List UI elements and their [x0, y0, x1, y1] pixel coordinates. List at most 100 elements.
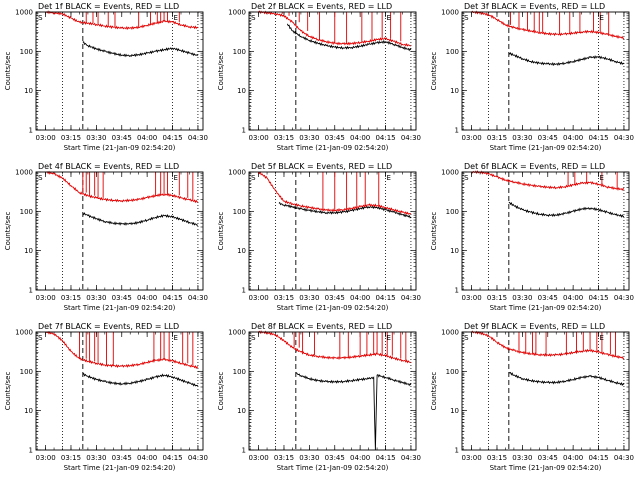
chart-0-ytick-label-2: 100 [20, 48, 33, 56]
chart-8-xtick-label-0: 03:00 [461, 454, 481, 462]
chart-7-ytick-label-0: 1 [242, 447, 246, 455]
chart-7-xtick-label-4: 04:00 [350, 454, 370, 462]
chart-7-series-lld [258, 330, 411, 364]
chart-5-marker-start: S [464, 174, 469, 182]
chart-4-marker-start: S [251, 174, 256, 182]
chart-7-xtick-label-1: 03:15 [274, 454, 294, 462]
chart-0-marker-start: S [38, 14, 43, 22]
chart-5-title: Det 6f BLACK = Events, RED = LLD [464, 162, 605, 171]
chart-1-ytick-label-0: 1 [242, 127, 246, 135]
chart-2-ytick-label-3: 1000 [441, 9, 459, 17]
chart-4-xtick-label-4: 04:00 [350, 294, 370, 302]
chart-3-marker-start: S [38, 174, 43, 182]
chart-4-xtick-label-0: 03:00 [248, 294, 268, 302]
chart-0-xtick-label-5: 04:15 [162, 134, 182, 142]
chart-6-title: Det 7f BLACK = Events, RED = LLD [38, 322, 179, 331]
chart-3-ytick-label-2: 100 [20, 208, 33, 216]
chart-1-xtick-label-3: 03:45 [325, 134, 345, 142]
chart-8-xlabel: Start Time (21-Jan-09 02:54:20) [490, 464, 602, 472]
chart-4-xtick-label-1: 03:15 [274, 294, 294, 302]
chart-7-ytick-label-1: 10 [237, 407, 246, 415]
chart-4-ytick-label-1: 10 [237, 247, 246, 255]
chart-8-xtick-label-1: 03:15 [487, 454, 507, 462]
chart-8-title: Det 9f BLACK = Events, RED = LLD [464, 322, 605, 331]
chart-6-series-lld [45, 330, 199, 370]
chart-3-series-events [82, 212, 199, 226]
chart-2-xlabel: Start Time (21-Jan-09 02:54:20) [490, 144, 602, 152]
chart-4-series-events [278, 201, 412, 219]
chart-8-xtick-label-3: 03:45 [538, 454, 558, 462]
chart-0-xtick-label-2: 03:30 [86, 134, 106, 142]
chart-6-xtick-label-0: 03:00 [35, 454, 55, 462]
chart-0-ylabel: Counts/sec [4, 52, 12, 91]
chart-2-xtick-label-5: 04:15 [588, 134, 608, 142]
chart-6-xtick-label-6: 04:30 [188, 454, 208, 462]
chart-7-marker-end: E [387, 334, 391, 342]
chart-0-xlabel: Start Time (21-Jan-09 02:54:20) [64, 144, 176, 152]
chart-2-title: Det 3f BLACK = Events, RED = LLD [464, 2, 605, 11]
chart-0-xtick-label-1: 03:15 [61, 134, 81, 142]
chart-6-ytick-label-3: 1000 [15, 329, 33, 337]
chart-2-ytick-label-2: 100 [446, 48, 459, 56]
chart-3-series-lld [45, 170, 199, 204]
chart-5-series-lld [471, 170, 625, 192]
chart-8-ylabel: Counts/sec [430, 372, 438, 411]
chart-3-ytick-label-0: 1 [29, 287, 33, 295]
chart-6-xlabel: Start Time (21-Jan-09 02:54:20) [64, 464, 176, 472]
chart-6-ytick-label-0: 1 [29, 447, 33, 455]
chart-5-xtick-label-3: 03:45 [538, 294, 558, 302]
chart-3-plot-frame [35, 171, 204, 291]
chart-5-ytick-label-3: 1000 [441, 169, 459, 177]
chart-8-ytick-label-0: 1 [455, 447, 459, 455]
chart-3-xlabel: Start Time (21-Jan-09 02:54:20) [64, 304, 176, 312]
chart-6-marker-start: S [38, 334, 43, 342]
chart-4-xtick-label-2: 03:30 [299, 294, 319, 302]
chart-8-marker-start: S [464, 334, 469, 342]
chart-4-ylabel: Counts/sec [217, 212, 225, 251]
chart-0-ytick-label-3: 1000 [15, 9, 33, 17]
chart-2-xtick-label-4: 04:00 [563, 134, 583, 142]
chart-0-xtick-label-0: 03:00 [35, 134, 55, 142]
chart-1-ylabel: Counts/sec [217, 52, 225, 91]
chart-6-xtick-label-5: 04:15 [162, 454, 182, 462]
chart-5-xtick-label-1: 03:15 [487, 294, 507, 302]
chart-7-plot-frame [248, 331, 417, 451]
chart-0-marker-end: E [174, 14, 178, 22]
chart-4-xtick-label-6: 04:30 [401, 294, 421, 302]
chart-3-xtick-label-5: 04:15 [162, 294, 182, 302]
chart-8-series-events [508, 371, 625, 387]
chart-7-series-events [295, 372, 412, 451]
chart-8-ytick-label-3: 1000 [441, 329, 459, 337]
chart-1-xtick-label-6: 04:30 [401, 134, 421, 142]
chart-2-marker-end: E [600, 14, 604, 22]
chart-3-title: Det 4f BLACK = Events, RED = LLD [38, 162, 179, 171]
chart-4-ytick-label-3: 1000 [228, 169, 246, 177]
chart-4-ytick-label-0: 1 [242, 287, 246, 295]
chart-1-xlabel: Start Time (21-Jan-09 02:54:20) [277, 144, 389, 152]
chart-6-ylabel: Counts/sec [4, 372, 12, 411]
chart-7-ylabel: Counts/sec [217, 372, 225, 411]
chart-1-xtick-label-2: 03:30 [299, 134, 319, 142]
chart-0-xtick-label-3: 03:45 [112, 134, 132, 142]
chart-7-xtick-label-5: 04:15 [375, 454, 395, 462]
chart-3-ylabel: Counts/sec [4, 212, 12, 251]
chart-1-ytick-label-3: 1000 [228, 9, 246, 17]
chart-6-series-events [82, 372, 199, 387]
chart-6-marker-end: E [174, 334, 178, 342]
chart-1-ytick-label-1: 10 [237, 87, 246, 95]
chart-1-xtick-label-0: 03:00 [248, 134, 268, 142]
chart-2-ylabel: Counts/sec [430, 52, 438, 91]
chart-7-xtick-label-3: 03:45 [325, 454, 345, 462]
chart-0-series-lld [45, 10, 199, 31]
chart-2-xtick-label-2: 03:30 [512, 134, 532, 142]
chart-2-series-events [508, 51, 625, 67]
chart-1-ytick-label-2: 100 [233, 48, 246, 56]
chart-5-ytick-label-1: 10 [450, 247, 459, 255]
chart-5-xtick-label-0: 03:00 [461, 294, 481, 302]
chart-7-xtick-label-6: 04:30 [401, 454, 421, 462]
chart-6-xtick-label-1: 03:15 [61, 454, 81, 462]
chart-3-xtick-label-2: 03:30 [86, 294, 106, 302]
chart-6-ytick-label-2: 100 [20, 368, 33, 376]
chart-8-marker-end: E [600, 334, 604, 342]
chart-2-marker-start: S [464, 14, 469, 22]
